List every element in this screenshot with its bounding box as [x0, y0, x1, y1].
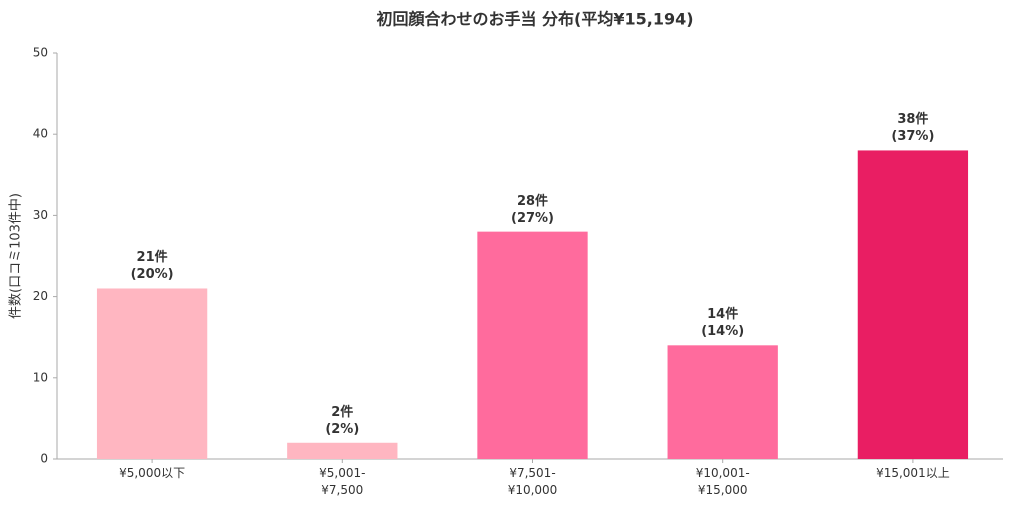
value-label: 14件 (14%)	[701, 307, 745, 340]
bar	[477, 231, 588, 459]
x-tick-label: ¥15,001以上	[876, 466, 950, 480]
x-tick-label: ¥5,000以下	[119, 466, 186, 480]
y-tick-label: 40	[33, 127, 48, 141]
bar	[96, 288, 208, 459]
x-tick-label: ¥10,001- ¥15,000	[695, 466, 750, 497]
bar	[667, 345, 778, 459]
y-tick-label: 10	[33, 370, 48, 384]
value-label: 38件 (37%)	[891, 112, 935, 145]
y-tick-label: 0	[40, 452, 48, 466]
y-axis-label: 件数(口コミ103件中)	[9, 193, 24, 319]
x-tick-label: ¥5,001- ¥7,500	[319, 466, 366, 497]
value-label: 28件 (27%)	[511, 193, 554, 226]
bar	[857, 150, 969, 459]
value-label: 21件 (20%)	[130, 250, 174, 283]
value-label: 2件 (2%)	[325, 404, 360, 437]
chart-title: 初回顔合わせのお手当 分布(平均¥15,194)	[376, 10, 693, 29]
y-tick-label: 20	[33, 289, 48, 303]
bar	[287, 442, 398, 459]
y-tick-label: 50	[33, 46, 48, 60]
y-tick-label: 30	[33, 208, 48, 222]
x-tick-label: ¥7,501- ¥10,000	[507, 466, 558, 497]
